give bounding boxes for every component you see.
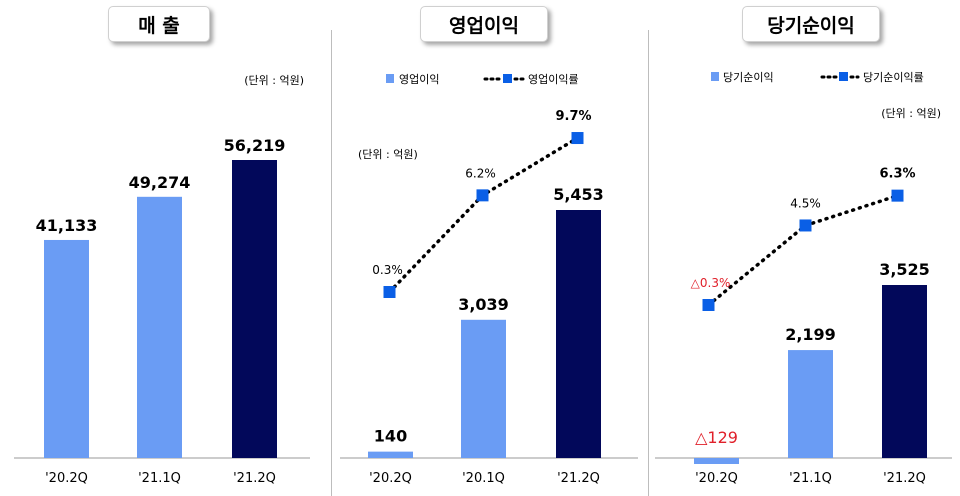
net-income-value-label: △129 <box>695 428 738 447</box>
net-margin-label: △0.3% <box>691 276 731 290</box>
net-margin-label: 4.5% <box>790 196 821 210</box>
net-margin-line <box>706 193 900 307</box>
net-income-bar <box>694 458 739 464</box>
x-tick-label: '21.2Q <box>557 471 600 486</box>
legend-bar-swatch <box>711 72 719 81</box>
net-income-title: 당기순이익 <box>742 6 880 42</box>
operating-profit-value-label: 3,039 <box>458 295 509 314</box>
net-margin-marker <box>702 299 715 311</box>
unit-label: (단위 : 억원) <box>244 74 304 87</box>
operating-margin-marker <box>476 189 489 202</box>
panel-divider <box>648 30 649 496</box>
operating-margin-label: 0.3% <box>372 263 403 277</box>
net-margin-marker <box>891 189 904 202</box>
x-tick-label: '20.2Q <box>695 471 738 486</box>
net-income-bar <box>882 285 927 458</box>
net-income-bar <box>788 350 833 458</box>
revenue-bar <box>137 196 182 458</box>
operating-margin-line <box>387 136 580 294</box>
operating-profit-bar <box>556 210 601 458</box>
operating-profit-title: 영업이익 <box>420 6 548 42</box>
operating-margin-label: 9.7% <box>555 109 591 124</box>
unit-label: (단위 : 억원) <box>881 107 941 120</box>
legend-bar-label: 영업이익 <box>399 73 439 86</box>
x-tick-label: '20.2Q <box>369 471 412 486</box>
legend-line-label: 당기순이익률 <box>863 71 924 84</box>
operating-margin-marker <box>571 132 584 145</box>
x-tick-label: '20.2Q <box>45 471 88 486</box>
net-income-value-label: 2,199 <box>785 325 836 344</box>
net-income-value-label: 3,525 <box>879 260 930 279</box>
legend-line-marker <box>839 72 848 81</box>
legend-line-label: 영업이익률 <box>528 73 579 86</box>
operating-profit-bar <box>461 319 506 458</box>
revenue-value-label: 56,219 <box>224 136 286 155</box>
revenue-bar <box>44 239 89 458</box>
x-tick-label: '20.1Q <box>462 471 505 486</box>
unit-label: (단위 : 억원) <box>358 148 418 161</box>
x-tick-label: '21.2Q <box>233 471 276 486</box>
operating-profit-value-label: 5,453 <box>553 185 604 204</box>
operating-profit-value-label: 140 <box>374 427 407 446</box>
operating-margin-marker <box>383 286 396 298</box>
net-margin-label: 6.3% <box>879 167 915 182</box>
legend-bar-swatch <box>386 74 394 83</box>
x-tick-label: '21.2Q <box>883 471 926 486</box>
panel-divider <box>331 30 332 496</box>
operating-margin-label: 6.2% <box>465 166 496 180</box>
revenue-title: 매 출 <box>108 6 210 42</box>
revenue-bar <box>232 160 277 458</box>
revenue-value-label: 49,274 <box>129 173 191 192</box>
legend-bar-label: 당기순이익 <box>723 71 774 84</box>
x-tick-label: '21.1Q <box>138 471 181 486</box>
legend-line-marker <box>503 74 512 83</box>
net-margin-marker <box>799 219 812 232</box>
operating-profit-bar <box>368 451 413 458</box>
x-tick-label: '21.1Q <box>789 471 832 486</box>
revenue-value-label: 41,133 <box>36 216 98 235</box>
